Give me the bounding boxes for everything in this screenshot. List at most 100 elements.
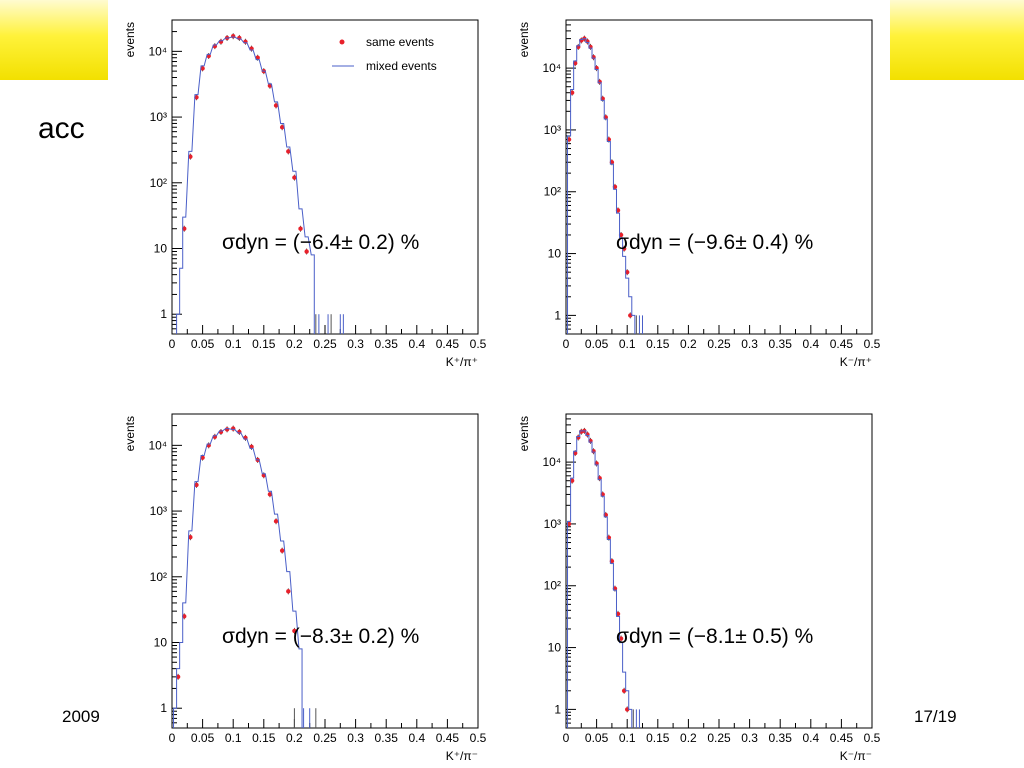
- x-tick-label: 0.2: [286, 731, 303, 745]
- data-point-same-events: [298, 226, 303, 231]
- page-number: 17/19: [914, 707, 957, 726]
- x-tick-label: 0.25: [313, 337, 337, 351]
- x-tick-label: 0: [169, 337, 176, 351]
- chart-kplus-piplus: 0 0.05 0.1 0.15 0.2 0.25 0.3 0.35 0.4 0.45 0.5 1 10 1…: [123, 19, 487, 369]
- x-axis-label: K⁺/π⁺: [446, 355, 478, 369]
- y-tick-label: 10: [154, 636, 168, 650]
- x-tick-label: 0.3: [741, 731, 758, 745]
- series-mixed-events-line: [567, 38, 636, 334]
- data-point-same-events: [188, 154, 193, 159]
- x-tick-label: 0.5: [864, 337, 881, 351]
- data-point-same-events: [200, 455, 205, 460]
- x-tick-label: 0.4: [408, 731, 425, 745]
- x-tick-label: 0.45: [436, 731, 460, 745]
- data-point-same-events: [267, 492, 273, 497]
- data-point-same-events: [279, 125, 285, 130]
- x-tick-label: 0.25: [707, 731, 731, 745]
- x-tick-label: 0.35: [375, 337, 399, 351]
- x-tick-label: 0.3: [347, 337, 364, 351]
- banner-right: [890, 0, 1024, 80]
- y-axis-label: events: [123, 22, 137, 57]
- x-tick-label: 0.4: [408, 337, 425, 351]
- y-tick-label: 10²: [150, 176, 167, 190]
- y-tick-label: 10³: [150, 110, 167, 124]
- data-point-same-events: [273, 519, 279, 524]
- y-tick-label: 10: [548, 247, 562, 261]
- y-tick-label: 10⁴: [148, 44, 167, 58]
- y-tick-label: 10²: [544, 185, 561, 199]
- data-point-same-events: [255, 55, 260, 60]
- y-tick-label: 10²: [150, 570, 167, 584]
- x-tick-label: 0.2: [286, 337, 303, 351]
- y-tick-label: 10⁴: [148, 438, 167, 452]
- x-axis-label: K⁻/π⁻: [840, 749, 872, 763]
- y-tick-label: 10: [154, 242, 168, 256]
- chart-kplus-piminus: 0 0.05 0.1 0.15 0.2 0.25 0.3 0.35 0.4 0.45 0.5 1 10 1…: [123, 413, 487, 763]
- legend-label: same events: [366, 35, 434, 49]
- x-tick-label: 0.3: [741, 337, 758, 351]
- x-tick-label: 0.5: [864, 731, 881, 745]
- data-point-same-events: [273, 103, 279, 108]
- slide-title: acc: [38, 112, 85, 145]
- x-axis-label: K⁻/π⁺: [840, 355, 872, 369]
- data-point-same-events: [286, 589, 291, 594]
- x-tick-label: 0.35: [375, 731, 399, 745]
- data-point-same-events: [194, 482, 199, 488]
- y-tick-label: 10⁴: [542, 61, 561, 75]
- y-tick-label: 10³: [150, 504, 167, 518]
- y-tick-label: 1: [554, 308, 561, 322]
- data-point-same-events: [194, 95, 199, 100]
- data-point-same-events: [188, 535, 193, 540]
- x-tick-label: 0.1: [619, 731, 636, 745]
- data-point-same-events: [292, 175, 297, 180]
- x-tick-label: 0.5: [470, 731, 487, 745]
- y-axis-label: events: [123, 416, 137, 451]
- x-tick-label: 0.35: [769, 731, 793, 745]
- x-tick-label: 0.05: [585, 731, 609, 745]
- y-axis-label: events: [517, 416, 531, 451]
- y-tick-label: 10³: [544, 517, 561, 531]
- x-tick-label: 0.05: [191, 731, 215, 745]
- y-tick-label: 1: [160, 701, 167, 715]
- y-axis-label: events: [517, 22, 531, 57]
- y-tick-label: 10²: [544, 579, 561, 593]
- x-tick-label: 0.15: [252, 337, 276, 351]
- x-tick-label: 0.45: [436, 337, 460, 351]
- footer-date: 2009: [62, 707, 100, 726]
- sigma-dyn-annotation: σdyn = (−9.6± 0.4) %: [616, 231, 813, 254]
- x-tick-label: 0: [563, 731, 570, 745]
- x-tick-label: 0.1: [225, 731, 242, 745]
- x-tick-label: 0.4: [802, 731, 819, 745]
- x-tick-label: 0.05: [585, 337, 609, 351]
- data-point-same-events: [286, 149, 291, 154]
- x-tick-label: 0.15: [252, 731, 276, 745]
- x-tick-label: 0.45: [830, 337, 854, 351]
- x-tick-label: 0: [169, 731, 176, 745]
- plot-frame: [565, 19, 873, 335]
- chart-kminus-piplus: 0 0.05 0.1 0.15 0.2 0.25 0.3 0.35 0.4 0.45 0.5 1 10 1…: [517, 19, 881, 369]
- y-tick-label: 10: [548, 641, 562, 655]
- data-point-same-events: [200, 66, 205, 71]
- sigma-dyn-annotation: σdyn = (−8.3± 0.2) %: [222, 625, 419, 648]
- x-tick-label: 0.4: [802, 337, 819, 351]
- x-tick-label: 0.25: [313, 731, 337, 745]
- x-tick-label: 0.2: [680, 731, 697, 745]
- y-tick-label: 1: [554, 702, 561, 716]
- data-point-same-events: [224, 427, 230, 432]
- series-mixed-events-line: [567, 430, 633, 728]
- x-tick-label: 0: [563, 337, 570, 351]
- x-tick-label: 0.2: [680, 337, 697, 351]
- x-tick-label: 0.5: [470, 337, 487, 351]
- x-tick-label: 0.45: [830, 731, 854, 745]
- data-point-same-events: [267, 83, 273, 88]
- banner-left: [0, 0, 108, 80]
- x-tick-label: 0.35: [769, 337, 793, 351]
- series-mixed-events-line: [173, 428, 303, 728]
- x-tick-label: 0.1: [225, 337, 242, 351]
- data-point-same-events: [231, 34, 236, 39]
- data-point-same-events: [206, 53, 211, 59]
- plot-frame: [171, 413, 479, 729]
- chart-kminus-piminus: 0 0.05 0.1 0.15 0.2 0.25 0.3 0.35 0.4 0.45 0.5 1 10 1…: [517, 413, 881, 763]
- sigma-dyn-annotation: σdyn = (−8.1± 0.5) %: [616, 625, 813, 648]
- data-point-same-events: [304, 249, 309, 254]
